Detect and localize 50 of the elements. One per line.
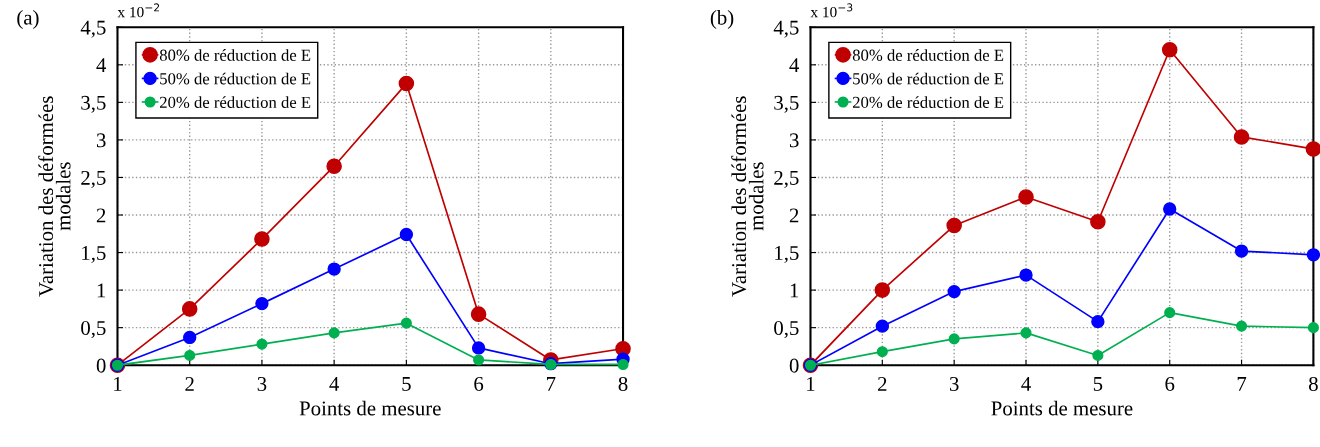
x-tick-label: 4 [1021, 377, 1031, 391]
legend-label: 50% de réduction de E [160, 72, 311, 85]
y-tick-label: 2,5 [774, 170, 799, 188]
legend-label: 80% de réduction de E [159, 49, 311, 61]
y-tick-label: 2 [789, 208, 799, 223]
x-tick-label: 6 [1165, 376, 1175, 391]
y-tick-label: 2 [96, 208, 106, 223]
y-axis-title: Variation des déformées modales [731, 96, 764, 297]
y-tick-label: 4 [789, 58, 800, 73]
y-tick-label: 3 [789, 133, 799, 148]
y-axis-title: Variation des déformées modales [38, 96, 71, 297]
x-tick-label: 8 [1308, 376, 1318, 391]
y-tick-label: 3,5 [81, 95, 106, 113]
x-tick-label: 1 [807, 377, 815, 391]
x-tick-label: 5 [402, 377, 411, 391]
y-tick-label: 0,5 [81, 321, 106, 339]
x-tick-label: 7 [1237, 377, 1247, 391]
chart-title: (b) [710, 10, 734, 29]
chart-title: (a) [17, 10, 39, 29]
x-tick-label: 5 [1093, 377, 1103, 391]
legend-label: 80% de réduction de E [852, 49, 1004, 61]
y-tick-label: 0,5 [774, 321, 799, 339]
x-axis-title: Points de mesure [991, 400, 1133, 416]
y-tick-label: 3 [96, 133, 106, 148]
y-tick-label: 4 [96, 58, 107, 73]
x-tick-label: 2 [185, 376, 194, 391]
legend-label: 20% de réduction de E [159, 96, 311, 109]
y-tick-label: 1 [97, 283, 106, 298]
legend-label: 20% de réduction de E [852, 96, 1004, 109]
y-tick-label: 1,5 [775, 246, 799, 263]
x-tick-label: 6 [474, 376, 484, 391]
y-tick-label: 0 [96, 358, 106, 373]
y-tick-label: 1,5 [82, 246, 106, 263]
x-tick-label: 8 [618, 376, 628, 391]
y-tick-label: 4,5 [773, 20, 799, 38]
text: x 10$^{−3}$ [810, 3, 853, 18]
y-tick-label: 3,5 [774, 95, 799, 113]
x-tick-label: 3 [257, 376, 267, 391]
y-tick-label: 2,5 [81, 170, 106, 188]
x-tick-label: 4 [329, 377, 340, 391]
legend-label: 50% de réduction de E [853, 72, 1004, 85]
x-tick-label: 3 [949, 376, 959, 391]
y-tick-label: 1 [790, 283, 799, 298]
y-tick-label: 0 [789, 358, 799, 373]
y-tick-label: 4,5 [80, 20, 106, 38]
x-axis-title: Points de mesure [299, 400, 441, 416]
text: x 10$^{−2}$ [117, 3, 160, 18]
x-tick-label: 1 [114, 377, 122, 391]
x-tick-label: 7 [546, 377, 556, 391]
x-tick-label: 2 [878, 376, 887, 391]
